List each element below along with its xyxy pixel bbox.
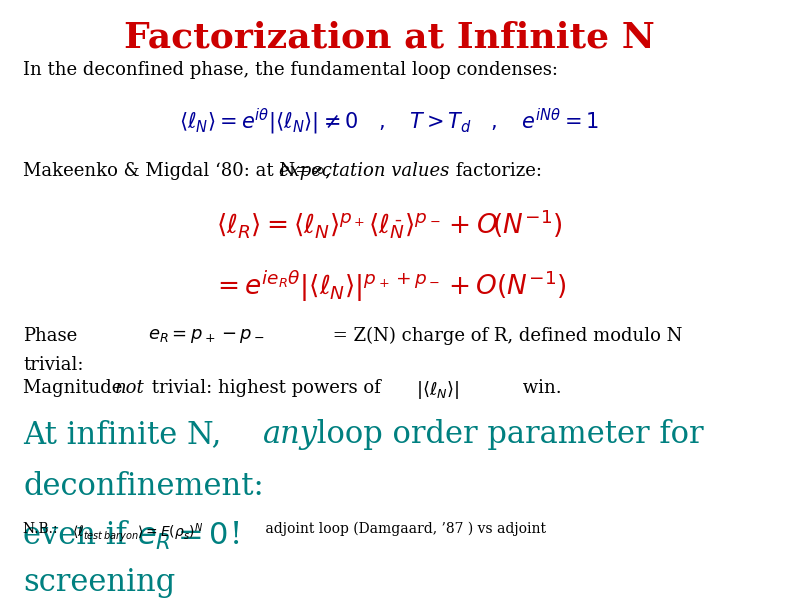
- Text: win.: win.: [494, 379, 562, 397]
- Text: any: any: [263, 419, 318, 450]
- Text: $= e^{ie_R\theta}|\langle \ell_N \rangle|^{p_+ + p_-} + O(N^{-1})$: $= e^{ie_R\theta}|\langle \ell_N \rangle…: [212, 269, 566, 304]
- Text: not: not: [115, 379, 145, 397]
- Text: Makeenko & Migdal ‘80: at N=∞,: Makeenko & Migdal ‘80: at N=∞,: [23, 162, 337, 180]
- Text: deconfinement:: deconfinement:: [23, 471, 264, 502]
- Text: trivial: highest powers of: trivial: highest powers of: [146, 379, 381, 397]
- Text: Factorization at Infinite N: Factorization at Infinite N: [124, 20, 654, 54]
- Text: $\langle \ell_N \rangle = e^{i\theta}|\langle \ell_N \rangle| \neq 0 \quad , \qu: $\langle \ell_N \rangle = e^{i\theta}|\l…: [179, 107, 599, 137]
- Text: loop order parameter for: loop order parameter for: [307, 419, 704, 450]
- Text: adjoint loop (Damgaard, ’87 ) vs adjoint: adjoint loop (Damgaard, ’87 ) vs adjoint: [261, 521, 546, 536]
- Text: factorize:: factorize:: [450, 162, 542, 180]
- Text: trivial:: trivial:: [23, 356, 84, 374]
- Text: $\langle \ell_R \rangle = \langle \ell_N \rangle^{p_+}\langle \ell_{\bar{N}} \ra: $\langle \ell_R \rangle = \langle \ell_N…: [216, 208, 562, 241]
- Text: In the deconfined phase, the fundamental loop condenses:: In the deconfined phase, the fundamental…: [23, 61, 558, 79]
- Text: $e_R = 0$: $e_R = 0$: [137, 520, 228, 551]
- Text: $e_R = p_+ - p_-$: $e_R = p_+ - p_-$: [148, 327, 265, 345]
- Text: Phase: Phase: [23, 327, 78, 345]
- Text: $|\langle \ell_N \rangle|$: $|\langle \ell_N \rangle|$: [417, 379, 460, 401]
- Text: At infinite N,: At infinite N,: [23, 419, 231, 450]
- Text: !: !: [230, 520, 252, 551]
- Text: = Z(N) charge of R, defined modulo N: = Z(N) charge of R, defined modulo N: [327, 327, 682, 345]
- Text: expectation values: expectation values: [278, 162, 449, 180]
- Text: $\langle \ell_{test\,baryon} \rangle = E(\rho_s)^N$: $\langle \ell_{test\,baryon} \rangle = E…: [72, 521, 203, 544]
- Text: N.B.:: N.B.:: [23, 521, 62, 536]
- Text: Magnitude: Magnitude: [23, 379, 129, 397]
- Text: even if: even if: [23, 520, 127, 551]
- Text: screening: screening: [23, 566, 176, 598]
